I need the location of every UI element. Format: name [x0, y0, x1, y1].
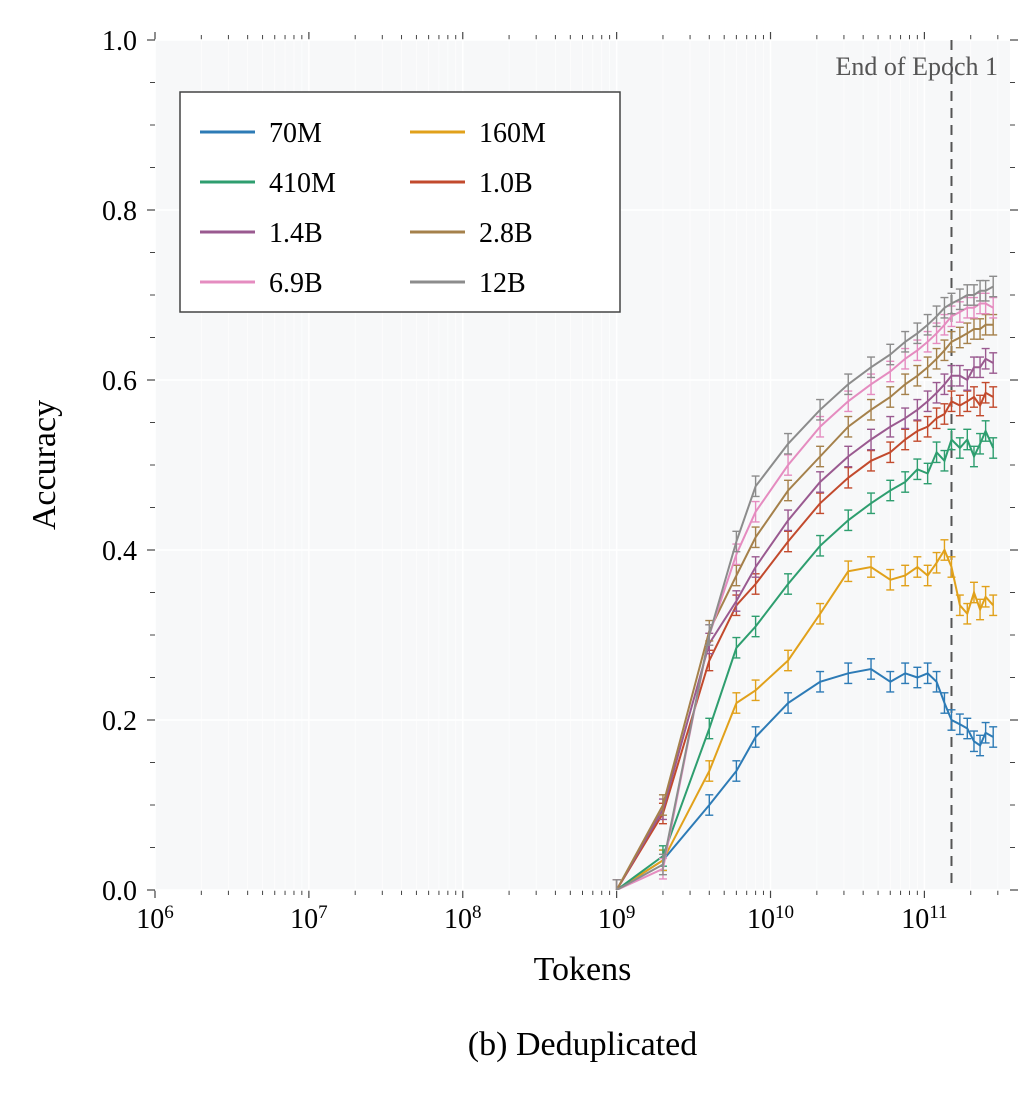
legend: 70M 160M 410M 1.0B 1.4B 2.8B 6.9B 12B	[180, 92, 620, 312]
y-tick-label: 0.6	[102, 366, 137, 397]
x-tick-label: 109	[598, 902, 636, 936]
caption: (b) Deduplicated	[468, 1026, 697, 1063]
y-tick-label: 0.8	[102, 196, 137, 227]
x-tick-label: 107	[290, 902, 328, 936]
x-axis-label: Tokens	[534, 951, 632, 988]
x-tick-label: 108	[444, 902, 482, 936]
legend-label: 2.8B	[479, 218, 533, 249]
chart-svg: 106 107 108 109 1010 1011 0.0 0.2 0.4 0.6 0.8 1.0 En…	[0, 0, 1036, 1112]
legend-label: 1.0B	[479, 168, 533, 199]
y-tick-label: 0.0	[102, 876, 137, 907]
x-tick-label: 106	[136, 902, 174, 936]
epoch-boundary-label: End of Epoch 1	[836, 52, 998, 81]
x-tick-label: 1011	[901, 902, 947, 936]
legend-label: 410M	[269, 168, 336, 199]
y-tick-label: 0.2	[102, 706, 137, 737]
legend-label: 160M	[479, 118, 546, 149]
legend-label: 6.9B	[269, 268, 323, 299]
y-tick-label: 1.0	[102, 26, 137, 57]
x-tick-label: 1010	[747, 902, 794, 936]
y-axis-label: Accuracy	[26, 400, 63, 530]
y-tick-label: 0.4	[102, 536, 137, 567]
legend-label: 70M	[269, 118, 322, 149]
legend-label: 12B	[479, 268, 526, 299]
legend-label: 1.4B	[269, 218, 323, 249]
chart-container: 106 107 108 109 1010 1011 0.0 0.2 0.4 0.6 0.8 1.0 En…	[0, 0, 1036, 1112]
